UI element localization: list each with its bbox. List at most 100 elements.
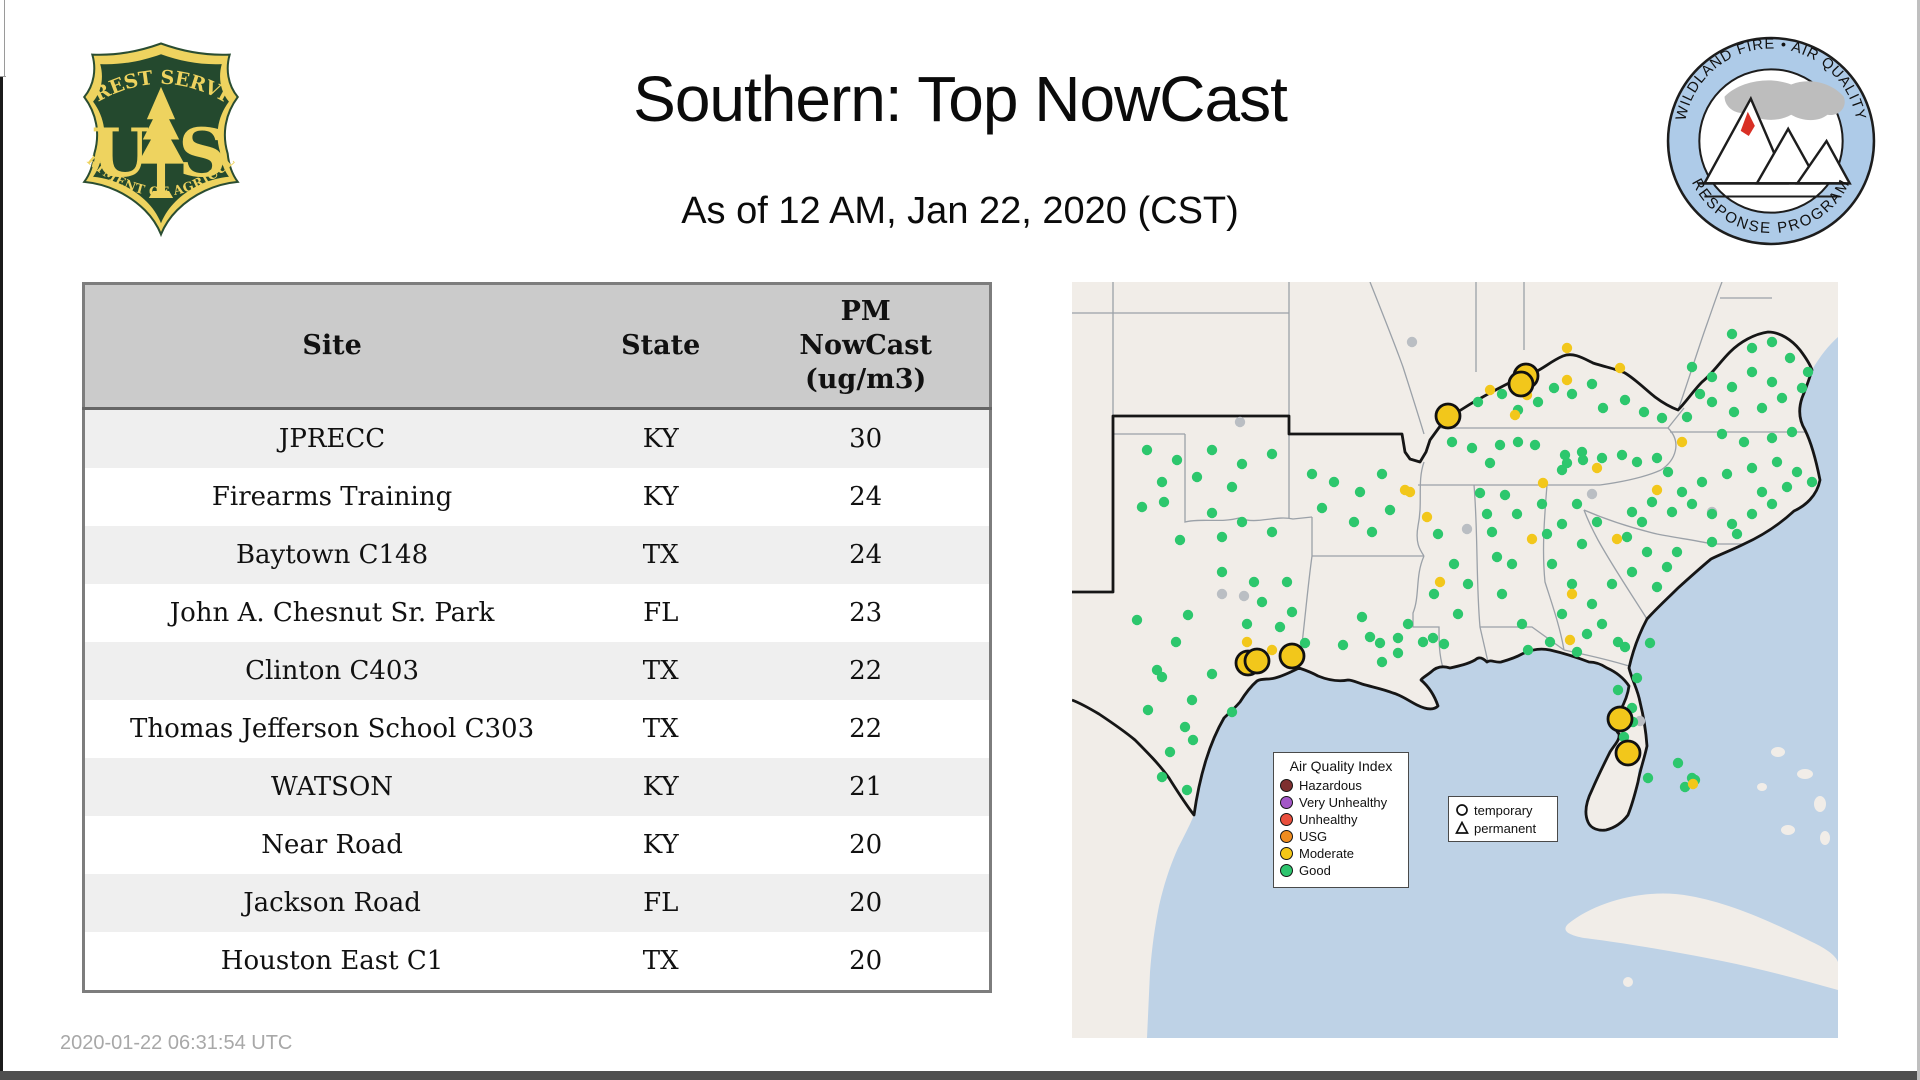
monitor-dot-good (1486, 526, 1498, 538)
monitor-dot-good (1576, 538, 1588, 550)
monitor-dot-good (1156, 671, 1168, 683)
monitor-dot-good (1597, 402, 1609, 414)
aqi-color-swatch (1280, 796, 1293, 809)
site-cell: Near Road (83, 816, 580, 874)
monitor-dot-good (1511, 508, 1523, 520)
monitor-dot-moderate (1434, 576, 1446, 588)
top-nowcast-table: Site State PM NowCast (ug/m3) JPRECC KY 30… (82, 282, 992, 993)
monitor-dot-good (1706, 508, 1718, 520)
monitor-dot-good (1484, 457, 1496, 469)
permanent-label: permanent (1474, 820, 1537, 836)
state-cell: TX (579, 642, 743, 700)
monitor-dot-moderate (1564, 634, 1576, 646)
monitor-dot-nodata (1406, 336, 1418, 348)
monitor-dot-good (1596, 618, 1608, 630)
monitor-dot-moderate (1241, 636, 1253, 648)
legend-row-permanent: permanent (1455, 819, 1551, 837)
monitor-dot-good (1546, 558, 1558, 570)
monitor-dot-good (1158, 496, 1170, 508)
state-cell: TX (579, 700, 743, 758)
monitor-dot-good (1142, 704, 1154, 716)
state-cell: FL (579, 584, 743, 642)
monitor-dot-good (1746, 342, 1758, 354)
monitor-dot-good (1679, 781, 1691, 793)
aqi-legend-label: Moderate (1299, 846, 1354, 861)
monitor-dot-good (1141, 444, 1153, 456)
monitor-dot-good (1438, 638, 1450, 650)
monitor-dot-nodata (1461, 523, 1473, 535)
monitor-dot-good (1131, 614, 1143, 626)
monitor-dot-good (1186, 694, 1198, 706)
monitor-dot-good (1686, 498, 1698, 510)
monitor-dot-good (1566, 388, 1578, 400)
page-subtitle: As of 12 AM, Jan 22, 2020 (CST) (681, 190, 1239, 232)
monitor-dot-good (1452, 608, 1464, 620)
mountains-icon (1698, 80, 1852, 198)
aqi-legend-item: USG (1280, 829, 1402, 844)
column-header-pm-nowcast: PM NowCast (ug/m3) (742, 283, 991, 410)
monitor-dot-good (1156, 771, 1168, 783)
table-row: Thomas Jefferson School C303 TX 22 (83, 700, 991, 758)
monitor-dot-good (1248, 576, 1260, 588)
temporary-label: temporary (1474, 802, 1533, 818)
monitor-dot-moderate (1566, 588, 1578, 600)
monitor-dot-good (1236, 458, 1248, 470)
pm-value-cell: 24 (742, 526, 991, 584)
monitor-dot-good (1656, 412, 1668, 424)
aqi-legend-item: Moderate (1280, 846, 1402, 861)
state-cell: TX (579, 526, 743, 584)
fs-logo-letter-s: S (178, 113, 226, 192)
map-canvas (1072, 282, 1838, 1038)
monitor-dot-good (1786, 426, 1798, 438)
monitor-dot-good (1666, 506, 1678, 518)
monitor-dot-good (1738, 436, 1750, 448)
permanent-triangle-icon (1455, 821, 1469, 834)
monitor-dot-good (1216, 531, 1228, 543)
corner-line-horizontal (0, 76, 6, 77)
aqi-legend-item: Hazardous (1280, 778, 1402, 793)
pm-value-cell: 22 (742, 642, 991, 700)
monitor-dot-good (1721, 468, 1733, 480)
monitor-dot-good (1612, 684, 1624, 696)
monitor-dot-good (1206, 507, 1218, 519)
monitor-dot-good (1348, 516, 1360, 528)
monitor-dot-good (1384, 504, 1396, 516)
monitor-dot-good (1491, 551, 1503, 563)
monitor-dot-good (1566, 578, 1578, 590)
monitor-dot-good (1726, 328, 1738, 340)
aqi-color-swatch (1280, 813, 1293, 826)
monitor-dot-good (1706, 371, 1718, 383)
monitor-dot-good (1696, 476, 1708, 488)
monitor-dot-good (1784, 352, 1796, 364)
temporary-monitor-marker (1614, 739, 1642, 767)
monitor-dot-good (1179, 721, 1191, 733)
monitor-dot-good (1646, 496, 1658, 508)
monitor-dot-good (1619, 641, 1631, 653)
monitor-dot-good (1746, 508, 1758, 520)
monitor-dot-moderate (1266, 644, 1278, 656)
monitor-dot-good (1581, 628, 1593, 640)
monitor-dot-good (1156, 476, 1168, 488)
monitor-dot-good (1366, 526, 1378, 538)
monitor-dot-good (1472, 396, 1484, 408)
aqi-color-swatch (1280, 847, 1293, 860)
table-row: Baytown C148 TX 24 (83, 526, 991, 584)
monitor-dot-moderate (1561, 374, 1573, 386)
monitor-dot-good (1731, 528, 1743, 540)
table-row: WATSON KY 21 (83, 758, 991, 816)
aqi-color-swatch (1280, 830, 1293, 843)
monitor-dot-moderate (1561, 342, 1573, 354)
monitor-dot-good (1499, 489, 1511, 501)
monitor-dot-moderate (1484, 384, 1496, 396)
monitor-dot-good (1216, 566, 1228, 578)
monitor-dot-good (1619, 394, 1631, 406)
monitor-dot-good (1559, 449, 1571, 461)
monitor-dot-good (1306, 468, 1318, 480)
monitor-dot-good (1187, 734, 1199, 746)
monitor-dot-good (1662, 466, 1674, 478)
monitor-dot-moderate (1537, 477, 1549, 489)
monitor-dot-good (1796, 382, 1808, 394)
site-cell: Baytown C148 (83, 526, 580, 584)
generated-timestamp: 2020-01-22 06:31:54 UTC (60, 1032, 293, 1054)
